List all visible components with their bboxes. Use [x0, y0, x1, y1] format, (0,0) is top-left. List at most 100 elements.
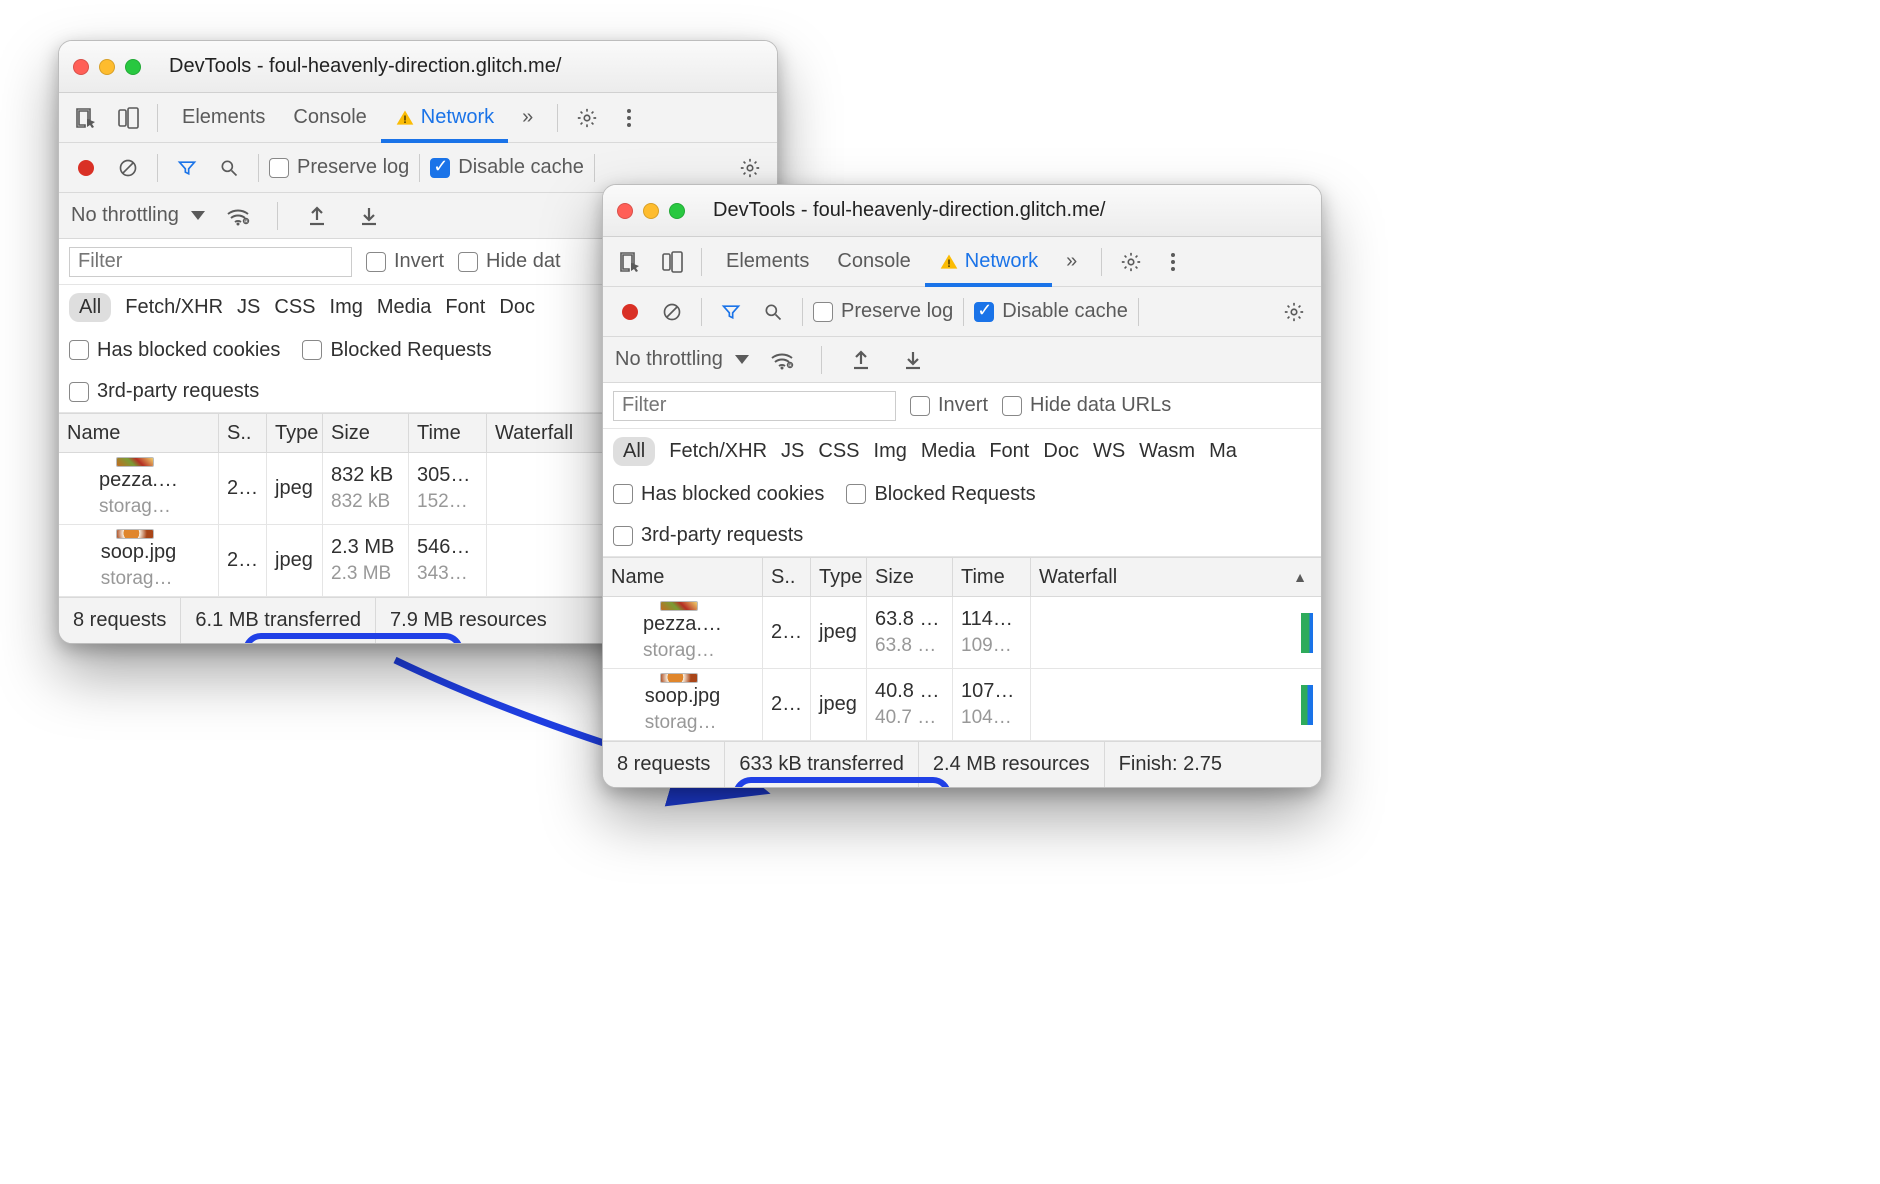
blocked-requests-checkbox[interactable]: Blocked Requests	[302, 339, 491, 362]
network-subtoolbar: Preserve log Disable cache	[603, 287, 1321, 337]
record-icon[interactable]	[67, 149, 105, 187]
preserve-log-checkbox[interactable]: Preserve log	[813, 300, 953, 323]
tab-more[interactable]: »	[508, 93, 547, 142]
disable-cache-checkbox[interactable]: Disable cache	[430, 156, 584, 179]
tab-network[interactable]: Network	[925, 237, 1052, 286]
col-type[interactable]: Type	[267, 414, 323, 452]
preserve-log-checkbox[interactable]: Preserve log	[269, 156, 409, 179]
type-filter-media[interactable]: Media	[377, 296, 431, 319]
thumbnail-icon	[116, 529, 154, 539]
traffic-lights	[73, 59, 141, 75]
type-filter-fetchxhr[interactable]: Fetch/XHR	[125, 296, 223, 319]
thumbnail-icon	[116, 457, 154, 467]
download-icon[interactable]	[350, 197, 388, 235]
inspect-icon[interactable]	[67, 99, 105, 137]
third-party-checkbox[interactable]: 3rd-party requests	[613, 524, 803, 547]
tab-elements[interactable]: Elements	[712, 237, 823, 286]
close-icon[interactable]	[617, 203, 633, 219]
type-filter-doc[interactable]: Doc	[1043, 440, 1079, 463]
zoom-icon[interactable]	[125, 59, 141, 75]
search-icon[interactable]	[754, 293, 792, 331]
waterfall-cell	[1031, 669, 1321, 740]
thumbnail-icon	[660, 673, 698, 683]
gear-icon[interactable]	[568, 99, 606, 137]
col-type[interactable]: Type	[811, 558, 867, 596]
type-filter-ws[interactable]: WS	[1093, 440, 1125, 463]
invert-checkbox[interactable]: Invert	[910, 394, 988, 417]
blocked-cookies-checkbox[interactable]: Has blocked cookies	[69, 339, 280, 362]
minimize-icon[interactable]	[643, 203, 659, 219]
tab-console[interactable]: Console	[279, 93, 380, 142]
net-settings-gear-icon[interactable]	[731, 149, 769, 187]
download-icon[interactable]	[894, 341, 932, 379]
hide-data-urls-checkbox[interactable]: Hide data URLs	[1002, 394, 1171, 417]
type-filter-fetchxhr[interactable]: Fetch/XHR	[669, 440, 767, 463]
gear-icon[interactable]	[1112, 243, 1150, 281]
tab-more[interactable]: »	[1052, 237, 1091, 286]
filter-icon[interactable]	[712, 293, 750, 331]
divider	[157, 104, 158, 132]
net-settings-gear-icon[interactable]	[1275, 293, 1313, 331]
type-filter-doc[interactable]: Doc	[499, 296, 535, 319]
type-filter-all[interactable]: All	[613, 437, 655, 466]
warning-icon	[939, 252, 959, 272]
type-filter-css[interactable]: CSS	[274, 296, 315, 319]
throttling-select[interactable]: No throttling	[615, 348, 749, 371]
col-waterfall[interactable]: Waterfall▲	[1031, 558, 1321, 596]
hide-data-urls-checkbox[interactable]: Hide dat	[458, 250, 561, 273]
wifi-icon[interactable]	[219, 197, 257, 235]
tab-elements[interactable]: Elements	[168, 93, 279, 142]
upload-icon[interactable]	[842, 341, 880, 379]
col-name[interactable]: Name	[603, 558, 763, 596]
disable-cache-checkbox[interactable]: Disable cache	[974, 300, 1128, 323]
inspect-icon[interactable]	[611, 243, 649, 281]
extra-filters-row-1: Has blocked cookies Blocked Requests	[603, 473, 1321, 515]
clear-icon[interactable]	[109, 149, 147, 187]
clear-icon[interactable]	[653, 293, 691, 331]
type-filter-js[interactable]: JS	[237, 296, 260, 319]
filter-input[interactable]	[613, 391, 896, 421]
record-icon[interactable]	[611, 293, 649, 331]
table-row[interactable]: pezza.…storag… 2… jpeg 63.8 …63.8 … 114……	[603, 597, 1321, 669]
filter-icon[interactable]	[168, 149, 206, 187]
throttle-row: No throttling	[603, 337, 1321, 383]
col-status[interactable]: S..	[763, 558, 811, 596]
device-toggle-icon[interactable]	[109, 99, 147, 137]
thumbnail-icon	[660, 601, 698, 611]
type-filter-img[interactable]: Img	[330, 296, 363, 319]
type-filter-all[interactable]: All	[69, 293, 111, 322]
blocked-requests-checkbox[interactable]: Blocked Requests	[846, 483, 1035, 506]
type-filter-manifest[interactable]: Ma	[1209, 440, 1237, 463]
type-filter-wasm[interactable]: Wasm	[1139, 440, 1195, 463]
col-size[interactable]: Size	[867, 558, 953, 596]
third-party-checkbox[interactable]: 3rd-party requests	[69, 380, 259, 403]
col-time[interactable]: Time	[953, 558, 1031, 596]
type-filter-font[interactable]: Font	[989, 440, 1029, 463]
col-name[interactable]: Name	[59, 414, 219, 452]
wifi-icon[interactable]	[763, 341, 801, 379]
status-resources: 7.9 MB resources	[376, 598, 561, 643]
type-filter-media[interactable]: Media	[921, 440, 975, 463]
tab-console[interactable]: Console	[823, 237, 924, 286]
col-size[interactable]: Size	[323, 414, 409, 452]
kebab-menu-icon[interactable]	[1154, 243, 1192, 281]
table-row[interactable]: soop.jpgstorag… 2… jpeg 40.8 …40.7 … 107…	[603, 669, 1321, 741]
tab-network[interactable]: Network	[381, 93, 508, 142]
invert-checkbox[interactable]: Invert	[366, 250, 444, 273]
type-filter-css[interactable]: CSS	[818, 440, 859, 463]
zoom-icon[interactable]	[669, 203, 685, 219]
upload-icon[interactable]	[298, 197, 336, 235]
col-time[interactable]: Time	[409, 414, 487, 452]
col-status[interactable]: S..	[219, 414, 267, 452]
type-filter-js[interactable]: JS	[781, 440, 804, 463]
throttling-select[interactable]: No throttling	[71, 204, 205, 227]
type-filter-img[interactable]: Img	[874, 440, 907, 463]
kebab-menu-icon[interactable]	[610, 99, 648, 137]
minimize-icon[interactable]	[99, 59, 115, 75]
blocked-cookies-checkbox[interactable]: Has blocked cookies	[613, 483, 824, 506]
filter-input[interactable]	[69, 247, 352, 277]
close-icon[interactable]	[73, 59, 89, 75]
search-icon[interactable]	[210, 149, 248, 187]
type-filter-font[interactable]: Font	[445, 296, 485, 319]
device-toggle-icon[interactable]	[653, 243, 691, 281]
